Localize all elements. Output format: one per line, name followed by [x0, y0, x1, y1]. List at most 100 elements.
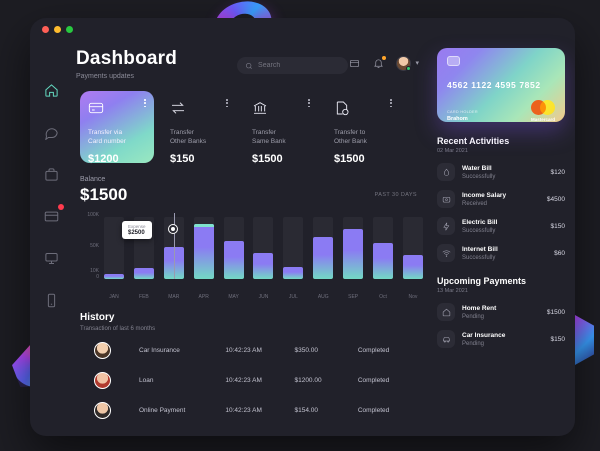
recent-activities-list: Water Bill Successfully $120 Income Salary R…: [437, 163, 565, 262]
upcoming-payments-list: Home Rent Pending $1500 Car Insurance Pendin…: [437, 303, 565, 348]
activity-amount: $150: [550, 335, 565, 343]
table-row[interactable]: Loan 10:42:23 AM $1200.00 Completed: [80, 368, 425, 392]
chevron-down-icon[interactable]: ▾: [415, 60, 419, 67]
chart-bar[interactable]: [133, 267, 154, 279]
cards-icon[interactable]: [348, 57, 361, 70]
transfer-card-menu-button[interactable]: [144, 99, 146, 108]
card-number: 4562 1122 4595 7852: [447, 80, 541, 90]
chart-bar[interactable]: [223, 240, 244, 279]
chart-bar-slot[interactable]: [311, 213, 335, 279]
chart-marker-dot[interactable]: [169, 224, 177, 233]
sidebar-item-wallet[interactable]: [41, 164, 61, 184]
transfer-card-other-banks[interactable]: Transfer Other Banks $150: [162, 91, 236, 165]
credit-card[interactable]: 4562 1122 4595 7852 CARD HOLDER Brahom M…: [437, 48, 565, 122]
transfer-card-menu-button[interactable]: [226, 99, 228, 108]
card-brand-name: Mastercard: [530, 117, 555, 122]
transfer-card-label: Transfer Other Banks: [170, 129, 207, 146]
window-maximize-button[interactable]: [66, 26, 73, 33]
chart-bar-slot[interactable]: [281, 213, 305, 279]
chart-bar-slot[interactable]: [401, 213, 425, 279]
history-name: Car Insurance: [139, 346, 180, 354]
sidebar-nav: [30, 38, 72, 436]
upcoming-payment-row[interactable]: Home Rent Pending $1500: [437, 303, 565, 321]
transfer-card-same-bank[interactable]: Transfer Same Bank $1500: [244, 91, 318, 165]
top-bar: Dashboard Payments updates: [76, 48, 425, 80]
transfer-card-menu-button[interactable]: [390, 99, 392, 108]
chart-x-tick: JUN: [258, 294, 269, 300]
chart-bar[interactable]: [193, 224, 214, 279]
mastercard-logo-icon: [531, 100, 555, 115]
activity-status: Successfully: [462, 254, 496, 261]
notification-bell-icon[interactable]: [372, 56, 387, 70]
chart-y-axis: 100K 50K 10K 0: [80, 212, 102, 280]
chart-bar-slot[interactable]: [162, 213, 186, 279]
chart-x-tick: AUG: [317, 294, 329, 300]
history-status: Completed: [357, 376, 390, 384]
page-subtitle: Payments updates: [76, 73, 134, 80]
activity-status: Received: [462, 200, 488, 207]
upcoming-payment-row[interactable]: Car Insurance Pending $150: [437, 330, 565, 348]
search-icon: [245, 57, 253, 75]
balance-amount: $1500: [80, 185, 128, 204]
window-close-button[interactable]: [42, 26, 49, 33]
activity-row[interactable]: Income Salary Received $4500: [437, 190, 565, 208]
notification-badge: [382, 56, 387, 60]
avatar-status-dot: [406, 66, 412, 71]
balance-label: Balance: [80, 176, 106, 183]
avatar[interactable]: [396, 56, 412, 71]
transfer-card-via-card-number[interactable]: Transfer via Card number $1200: [80, 91, 154, 165]
chart-y-tick: 10K: [90, 267, 99, 274]
chart-plot-area: [102, 213, 425, 279]
table-row[interactable]: Online Payment 10:42:23 AM $154.00 Complete…: [80, 398, 425, 422]
history-amount: $1200.00: [294, 376, 322, 384]
sidebar-item-analytics[interactable]: [41, 248, 61, 268]
activity-status: Successfully: [462, 227, 496, 234]
window-minimize-button[interactable]: [54, 26, 61, 33]
chart-bar[interactable]: [343, 229, 364, 279]
activity-amount: $1500: [546, 308, 565, 316]
sidebar-item-mobile[interactable]: [41, 290, 61, 310]
user-menu[interactable]: ▾: [396, 56, 419, 71]
activity-text: Income Salary Received: [462, 192, 547, 207]
activity-amount: $60: [554, 249, 565, 257]
chart-bar[interactable]: [373, 243, 394, 279]
chart-bar[interactable]: [104, 274, 124, 279]
activity-row[interactable]: Water Bill Successfully $120: [437, 163, 565, 181]
chart-bar[interactable]: [253, 252, 274, 279]
sidebar-item-messages[interactable]: [41, 122, 61, 142]
chart-bar-slot[interactable]: [371, 213, 395, 279]
chart-bar-slot[interactable]: [192, 213, 216, 279]
sidebar-item-home[interactable]: [41, 80, 61, 100]
document-transfer-icon: [334, 100, 350, 116]
activity-title: Internet Bill: [462, 245, 498, 253]
chart-bar-slot[interactable]: [222, 213, 246, 279]
chart-bar[interactable]: [283, 266, 304, 279]
transfer-card-amount: $150: [170, 152, 195, 165]
chart-bar[interactable]: [313, 236, 334, 279]
history-section: History Transaction of last 6 months Car…: [76, 312, 425, 422]
search-box[interactable]: [237, 57, 349, 75]
activity-text: Water Bill Successfully: [462, 165, 551, 180]
history-name: Loan: [139, 376, 154, 384]
chart-bar[interactable]: [402, 255, 423, 279]
search-input[interactable]: [258, 62, 341, 69]
chart-x-tick: Nov: [408, 294, 418, 300]
table-row[interactable]: Car Insurance 10:42:23 AM $350.00 Completed: [80, 338, 425, 362]
activity-title: Water Bill: [462, 164, 492, 172]
activity-row[interactable]: Internet Bill Successfully $60: [437, 244, 565, 262]
activity-title: Car Insurance: [462, 331, 506, 339]
transfer-card-menu-button[interactable]: [308, 99, 310, 108]
chart-bar[interactable]: [163, 246, 184, 279]
chart-bar-slot[interactable]: [102, 213, 126, 279]
electric-bolt-icon: [437, 217, 455, 235]
balance-section: Balance $1500 PAST 30 DAYS 100K 50K 10K 0 E…: [76, 176, 425, 300]
sidebar-item-cards[interactable]: [41, 204, 64, 226]
chart-bar-slot[interactable]: [341, 213, 365, 279]
activity-amount: $150: [550, 222, 565, 230]
transfer-card-to-other-bank[interactable]: Transfer to Other Bank $1500: [326, 91, 400, 165]
activity-row[interactable]: Electric Bill Successfully $150: [437, 217, 565, 235]
main-content: Dashboard Payments updates: [72, 38, 435, 436]
history-status: Completed: [357, 406, 390, 414]
balance-bar-chart[interactable]: 100K 50K 10K 0 Expense $2500: [80, 212, 425, 291]
chart-bar-slot[interactable]: [251, 213, 275, 279]
